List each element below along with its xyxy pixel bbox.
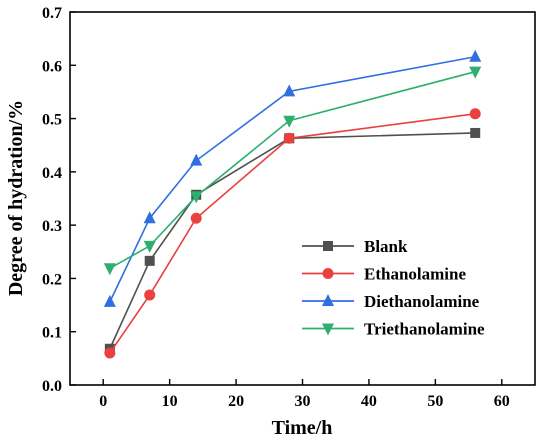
- data-point: [143, 240, 156, 253]
- x-tick-label: 20: [228, 393, 244, 410]
- y-tick-label: 0.5: [42, 112, 62, 129]
- data-point: [470, 127, 481, 138]
- data-point: [283, 115, 296, 128]
- y-axis-title: Degree of hydration/%: [5, 100, 27, 296]
- x-tick-label: 40: [361, 393, 377, 410]
- data-point: [469, 49, 482, 62]
- y-axis-ticks: 0.0 0.1 0.2 0.3 0.4 0.5 0.6 0.7: [42, 5, 76, 395]
- y-tick-label: 0.3: [42, 218, 62, 235]
- data-point: [283, 132, 295, 144]
- legend-item: Diethanolamine: [302, 292, 480, 311]
- legend-marker: [322, 323, 334, 336]
- legend-label: Diethanolamine: [364, 292, 480, 311]
- data-point: [469, 66, 482, 79]
- data-point: [144, 289, 156, 301]
- x-axis-ticks: 0 10 20 30 40 50 60: [99, 379, 510, 410]
- y-tick-label: 0.0: [42, 378, 62, 395]
- legend-marker: [322, 294, 334, 306]
- y-tick-label: 0.6: [42, 58, 62, 75]
- x-tick-label: 50: [427, 393, 443, 410]
- data-point: [144, 255, 155, 266]
- legend-item: Ethanolamine: [302, 265, 466, 284]
- data-point: [103, 263, 116, 276]
- series-line: [109, 132, 476, 350]
- legend-label: Blank: [364, 237, 408, 256]
- x-tick-label: 30: [295, 393, 311, 410]
- y-tick-label: 0.4: [42, 165, 62, 182]
- legend-marker: [323, 241, 333, 251]
- data-point: [190, 212, 202, 224]
- x-axis-title: Time/h: [272, 417, 333, 439]
- data-point: [469, 108, 481, 120]
- data-point: [190, 191, 203, 204]
- series-ethanolamine: [104, 108, 481, 359]
- legend-item: Blank: [302, 237, 408, 256]
- x-tick-label: 0: [99, 393, 107, 410]
- data-point: [190, 153, 203, 166]
- legend-label: Triethanolamine: [364, 320, 485, 339]
- data-point: [104, 347, 116, 359]
- x-tick-label: 60: [494, 393, 510, 410]
- legend-marker: [322, 268, 334, 279]
- x-tick-label: 10: [162, 393, 178, 410]
- legend-item: Triethanolamine: [302, 320, 485, 339]
- data-point: [283, 84, 296, 97]
- series-group: [103, 49, 482, 359]
- data-point: [103, 294, 116, 307]
- y-tick-label: 0.7: [42, 5, 62, 22]
- series-diethanolamine: [103, 49, 482, 307]
- legend: Blank Ethanolamine Diethanolamine Triethano…: [302, 237, 485, 339]
- series-line: [109, 112, 476, 354]
- y-tick-label: 0.2: [42, 271, 62, 288]
- legend-label: Ethanolamine: [364, 265, 466, 284]
- y-tick-label: 0.1: [42, 325, 62, 342]
- data-point: [143, 211, 156, 224]
- series-triethanolamine: [103, 66, 482, 276]
